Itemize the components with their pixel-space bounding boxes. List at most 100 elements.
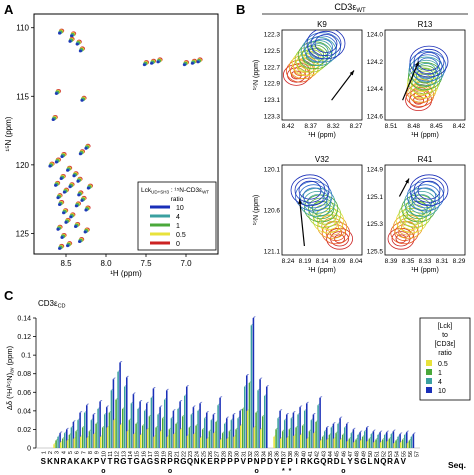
residue-number: 29 bbox=[228, 451, 234, 457]
inset-arrow bbox=[331, 70, 355, 101]
inset-x-tick: 8.42 bbox=[282, 123, 295, 130]
residue-number: 52 bbox=[381, 451, 387, 457]
bar-face bbox=[226, 438, 229, 448]
bar-top bbox=[372, 429, 376, 432]
residue-marker: * bbox=[289, 468, 292, 475]
residue-marker: o bbox=[341, 468, 345, 475]
bar-face bbox=[388, 438, 391, 448]
bar-face bbox=[165, 390, 168, 448]
inset-frame bbox=[281, 29, 363, 121]
bar-face bbox=[130, 403, 133, 448]
residue-number: 13 bbox=[121, 451, 127, 457]
x-tick-label: 8.5 bbox=[60, 259, 72, 268]
nmr-peak bbox=[68, 182, 75, 189]
bar-top bbox=[139, 399, 143, 402]
residue-number: 32 bbox=[248, 451, 254, 457]
bar-face bbox=[100, 436, 102, 448]
bar bbox=[379, 430, 383, 448]
residue-number: 53 bbox=[388, 451, 394, 457]
bar bbox=[345, 422, 350, 448]
bar-face bbox=[368, 438, 371, 448]
nmr-peak-contour bbox=[196, 60, 200, 64]
panel-a-legend-items: 10 4 1 0.5 0 bbox=[150, 205, 186, 248]
residue-number: 37 bbox=[281, 451, 287, 457]
sequence-letter: V bbox=[101, 457, 107, 466]
bar-top bbox=[132, 392, 136, 395]
sequence-letter: P bbox=[261, 457, 267, 466]
bar bbox=[119, 360, 123, 448]
inset-title: R41 bbox=[418, 155, 433, 164]
inset-contour bbox=[303, 191, 332, 214]
nmr-peak bbox=[62, 208, 69, 215]
bar-face bbox=[168, 429, 171, 448]
inset-contour bbox=[326, 228, 354, 250]
panel-c-legend-title: [Lck] to [CD3ε] ratio bbox=[434, 323, 455, 357]
inset-x-tick: 8.39 bbox=[385, 258, 398, 265]
inset-contour bbox=[303, 187, 325, 206]
bar-face bbox=[95, 423, 97, 448]
bar-top bbox=[359, 430, 363, 433]
sequence-letter: G bbox=[314, 457, 320, 466]
bar bbox=[185, 385, 190, 448]
bar bbox=[299, 405, 303, 448]
x-tick-label: 7.0 bbox=[180, 259, 192, 268]
bar-face bbox=[139, 401, 141, 448]
sequence-letter: D bbox=[334, 457, 340, 466]
residue-number: 40 bbox=[301, 451, 307, 457]
bar-face bbox=[395, 440, 397, 448]
nmr-peak-contour bbox=[74, 204, 78, 208]
bar-top bbox=[292, 411, 296, 413]
bar-face bbox=[121, 409, 124, 448]
residue-number: 12 bbox=[115, 451, 121, 457]
bar-face bbox=[361, 436, 364, 448]
sequence-letter: Q bbox=[187, 457, 193, 466]
sequence-letter: R bbox=[327, 457, 333, 466]
y-tick-label: 0.1 bbox=[21, 353, 31, 360]
bar-face bbox=[281, 431, 284, 448]
nmr-peak-contour bbox=[84, 147, 88, 150]
residue-number: 26 bbox=[208, 451, 214, 457]
bar bbox=[139, 399, 143, 448]
nmr-peak bbox=[58, 243, 65, 250]
bar-top bbox=[345, 422, 350, 424]
nmr-peak-contour bbox=[58, 247, 62, 250]
bar bbox=[352, 427, 356, 448]
inset-x-tick: 8.32 bbox=[327, 123, 340, 130]
sequence-letter: P bbox=[221, 457, 227, 466]
panel-c-y-label: Δδ (¹H/¹⁵N)av (ppm) bbox=[5, 345, 16, 410]
bar bbox=[325, 425, 330, 448]
bar bbox=[212, 412, 216, 448]
bar bbox=[112, 377, 116, 448]
inset-y-tick: 120.6 bbox=[264, 208, 281, 215]
nmr-peak-contour bbox=[58, 203, 62, 207]
nmr-peak-contour bbox=[66, 244, 70, 248]
inset-x-tick: 8.35 bbox=[402, 258, 415, 265]
nmr-peak-contour bbox=[80, 199, 84, 202]
nmr-peak bbox=[196, 57, 203, 64]
nmr-peak bbox=[84, 143, 91, 150]
inset-y-tick: 122.5 bbox=[264, 48, 281, 55]
inset-arrow bbox=[402, 61, 420, 101]
bar-face bbox=[141, 425, 144, 448]
panel-a-y-ticks: 110 115 120 125 bbox=[16, 24, 34, 238]
inset-contour bbox=[316, 211, 341, 231]
bar-face bbox=[273, 436, 275, 448]
inset-contour-group bbox=[290, 174, 354, 250]
bar-face bbox=[379, 432, 381, 448]
bar-face bbox=[292, 412, 295, 448]
bar-top bbox=[285, 412, 290, 415]
bar-face bbox=[179, 401, 181, 448]
residue-number: 8 bbox=[88, 451, 94, 454]
inset-contour bbox=[330, 231, 350, 247]
residue-number: 11 bbox=[108, 451, 114, 457]
bar-face bbox=[405, 432, 408, 448]
bar-face bbox=[173, 434, 175, 448]
bar-face bbox=[312, 414, 315, 448]
nmr-peak-contour bbox=[86, 186, 90, 190]
nmr-peak bbox=[70, 31, 77, 38]
residue-number: 35 bbox=[268, 451, 274, 457]
nmr-peak bbox=[80, 195, 87, 202]
nmr-peak-contour bbox=[70, 34, 74, 38]
bar-face bbox=[110, 390, 113, 448]
bar-face bbox=[265, 386, 268, 448]
